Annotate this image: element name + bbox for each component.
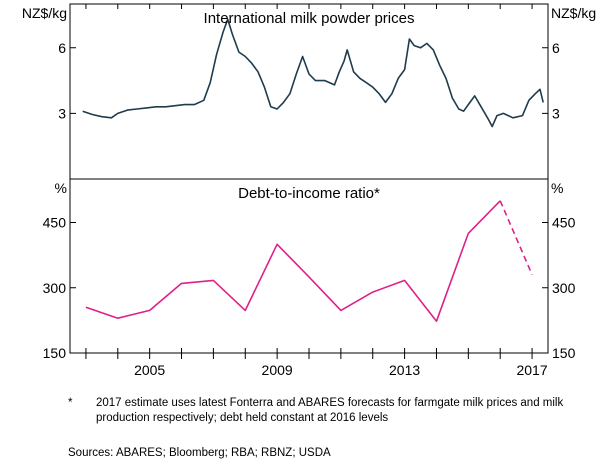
chart: 3 3 6 6 NZ$/kg NZ$/kg International milk powde… — [22, 3, 596, 378]
bottom-panel-unit-right: % — [551, 180, 563, 196]
bottom-panel-ytick-label-right: 450 — [552, 215, 576, 231]
bottom-panel-ytick-label-left: 150 — [43, 345, 67, 361]
top-panel-unit-left: NZ$/kg — [22, 5, 67, 21]
top-panel-ytick-label-left: 3 — [58, 105, 66, 121]
footnote-marker: * — [68, 397, 73, 409]
chart-axes — [69, 3, 549, 359]
bottom-panel-ytick-label-left: 300 — [43, 280, 67, 296]
top-panel-unit-right: NZ$/kg — [551, 5, 596, 21]
top-panel-ytick-label-left: 6 — [58, 40, 66, 56]
bottom-panel-series-line-1-forecast — [499, 200, 533, 276]
bottom-panel-unit-left: % — [55, 180, 67, 196]
x-tick-label: 2009 — [262, 362, 293, 378]
bottom-panel-ytick-label-right: 150 — [552, 345, 576, 361]
top-panel-ytick-label-right: 6 — [552, 40, 560, 56]
bottom-panel-title: Debt-to-income ratio* — [238, 185, 380, 202]
sources-note: Sources: ABARES; Bloomberg; RBA; RBNZ; U… — [68, 447, 331, 459]
x-tick-label: 2013 — [389, 362, 420, 378]
top-panel-series-line-0 — [82, 18, 544, 128]
chart-labels: 3 3 6 6 NZ$/kg NZ$/kg International milk powde… — [22, 5, 596, 378]
top-panel-title: International milk powder prices — [204, 10, 415, 27]
bottom-panel-ytick-label-left: 450 — [43, 215, 67, 231]
bottom-panel-ytick-label-right: 300 — [552, 280, 576, 296]
bottom-panel-series-line-0 — [85, 200, 501, 323]
x-tick-label: 2005 — [134, 362, 165, 378]
x-tick-label: 2017 — [516, 362, 547, 378]
top-panel-ytick-label-right: 3 — [552, 105, 560, 121]
footnote-text: 2017 estimate uses latest Fonterra and A… — [96, 397, 564, 424]
chart-marks — [82, 18, 544, 323]
